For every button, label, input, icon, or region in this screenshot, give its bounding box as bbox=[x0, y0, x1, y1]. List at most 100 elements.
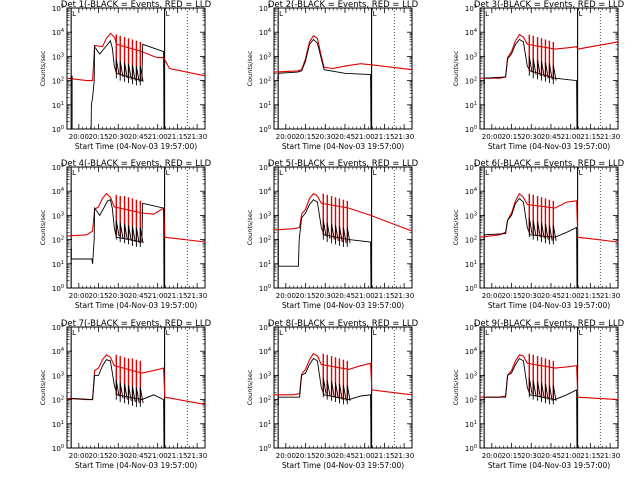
events-spike bbox=[322, 220, 327, 240]
y-tick-label: 105 bbox=[259, 4, 271, 13]
flag-marker-label: L bbox=[166, 169, 170, 177]
x-tick-label: 21:15 bbox=[374, 452, 394, 460]
x-tick-label: 20:00 bbox=[69, 292, 89, 300]
x-tick-label: 21:00 bbox=[561, 133, 581, 141]
y-tick-label: 105 bbox=[52, 163, 64, 172]
x-tick-label: 20:45 bbox=[128, 133, 148, 141]
x-tick-label: 20:15 bbox=[88, 452, 108, 460]
x-tick-label: 20:15 bbox=[295, 452, 315, 460]
events-series-line bbox=[69, 359, 165, 448]
events-spike bbox=[335, 225, 339, 245]
y-axis-label: Counts/sec bbox=[246, 50, 254, 86]
y-tick-label: 105 bbox=[52, 323, 64, 332]
plot-frame bbox=[273, 166, 413, 289]
x-tick-label: 21:30 bbox=[394, 133, 414, 141]
events-spike bbox=[322, 377, 327, 398]
x-tick-label: 20:00 bbox=[276, 292, 296, 300]
y-tick-label: 102 bbox=[52, 236, 64, 245]
y-tick-label: 101 bbox=[52, 420, 64, 429]
x-tick-label: 21:15 bbox=[167, 292, 187, 300]
y-tick-label: 102 bbox=[465, 236, 477, 245]
y-tick-label: 102 bbox=[52, 396, 64, 405]
y-tick-label: 101 bbox=[465, 101, 477, 110]
x-tick-label: 20:00 bbox=[69, 133, 89, 141]
x-axis-label: Start Time (04-Nov-03 19:57:00) bbox=[75, 301, 197, 310]
events-spike bbox=[545, 223, 549, 244]
x-tick-label: 20:30 bbox=[108, 452, 128, 460]
events-spike bbox=[552, 385, 557, 405]
x-tick-label: 21:15 bbox=[167, 452, 187, 460]
events-spike bbox=[528, 56, 533, 76]
y-tick-label: 101 bbox=[259, 420, 271, 429]
panel-det-9: Det 9(-BLACK = Events, RED = LLD Counts/s… bbox=[452, 319, 625, 470]
x-tick-label: 21:00 bbox=[148, 452, 168, 460]
x-axis-label: Start Time (04-Nov-03 19:57:00) bbox=[282, 142, 404, 151]
events-spike bbox=[537, 381, 541, 401]
flag-marker-label: L bbox=[279, 169, 283, 177]
flag-marker-label: L bbox=[166, 329, 170, 337]
x-tick-label: 20:00 bbox=[276, 452, 296, 460]
events-series-line bbox=[276, 199, 372, 288]
y-axis-label: Counts/sec bbox=[452, 50, 460, 86]
events-spike bbox=[128, 385, 132, 405]
x-tick-label: 20:45 bbox=[335, 292, 355, 300]
y-tick-label: 100 bbox=[259, 125, 271, 134]
x-tick-label: 20:15 bbox=[295, 133, 315, 141]
x-axis-label: Start Time (04-Nov-03 19:57:00) bbox=[282, 301, 404, 310]
flag-marker-label: L bbox=[485, 329, 489, 337]
flag-marker-label: L bbox=[373, 169, 377, 177]
x-tick-label: 21:30 bbox=[187, 292, 207, 300]
events-series-line bbox=[276, 357, 372, 448]
x-tick-label: 21:30 bbox=[600, 292, 620, 300]
flag-marker-label: L bbox=[279, 10, 283, 18]
y-tick-label: 105 bbox=[259, 323, 271, 332]
plot-frame bbox=[66, 166, 206, 289]
y-tick-label: 104 bbox=[465, 347, 477, 356]
x-tick-label: 21:00 bbox=[148, 292, 168, 300]
events-series-line bbox=[276, 38, 372, 129]
y-tick-label: 103 bbox=[465, 371, 477, 380]
events-spike bbox=[537, 59, 541, 80]
events-spike bbox=[119, 382, 124, 402]
x-tick-label: 21:15 bbox=[374, 292, 394, 300]
y-tick-label: 104 bbox=[465, 28, 477, 37]
x-tick-label: 20:30 bbox=[108, 292, 128, 300]
events-spike bbox=[346, 227, 351, 247]
events-spike bbox=[124, 62, 128, 82]
x-tick-label: 20:45 bbox=[541, 452, 561, 460]
x-axis-label: Start Time (04-Nov-03 19:57:00) bbox=[75, 142, 197, 151]
lld-series-line bbox=[67, 32, 205, 82]
events-spike bbox=[132, 386, 136, 406]
events-spike bbox=[115, 380, 120, 400]
x-tick-label: 20:30 bbox=[521, 452, 541, 460]
y-tick-label: 103 bbox=[465, 52, 477, 61]
y-tick-label: 100 bbox=[465, 284, 477, 293]
x-tick-label: 20:15 bbox=[88, 292, 108, 300]
events-spike bbox=[545, 62, 549, 82]
y-tick-label: 104 bbox=[465, 187, 477, 196]
x-tick-label: 21:30 bbox=[394, 292, 414, 300]
panel-title: Det 5(-BLACK = Events, RED = LLD bbox=[268, 159, 419, 169]
y-tick-label: 103 bbox=[259, 211, 271, 220]
x-axis-label: Start Time (04-Nov-03 19:57:00) bbox=[488, 301, 610, 310]
flag-marker-label: L bbox=[579, 169, 583, 177]
y-tick-label: 101 bbox=[52, 101, 64, 110]
panel-title: Det 4(-BLACK = Events, RED = LLD bbox=[61, 159, 212, 169]
y-tick-label: 102 bbox=[259, 77, 271, 86]
y-tick-label: 105 bbox=[465, 323, 477, 332]
x-tick-label: 20:00 bbox=[482, 292, 502, 300]
y-tick-label: 105 bbox=[465, 4, 477, 13]
x-tick-label: 20:30 bbox=[315, 452, 335, 460]
x-tick-label: 20:45 bbox=[541, 292, 561, 300]
events-spike bbox=[132, 226, 136, 246]
x-tick-label: 21:15 bbox=[580, 133, 600, 141]
events-spike bbox=[342, 385, 347, 405]
x-tick-label: 21:00 bbox=[355, 292, 375, 300]
y-tick-label: 104 bbox=[52, 347, 64, 356]
x-tick-label: 21:30 bbox=[187, 133, 207, 141]
